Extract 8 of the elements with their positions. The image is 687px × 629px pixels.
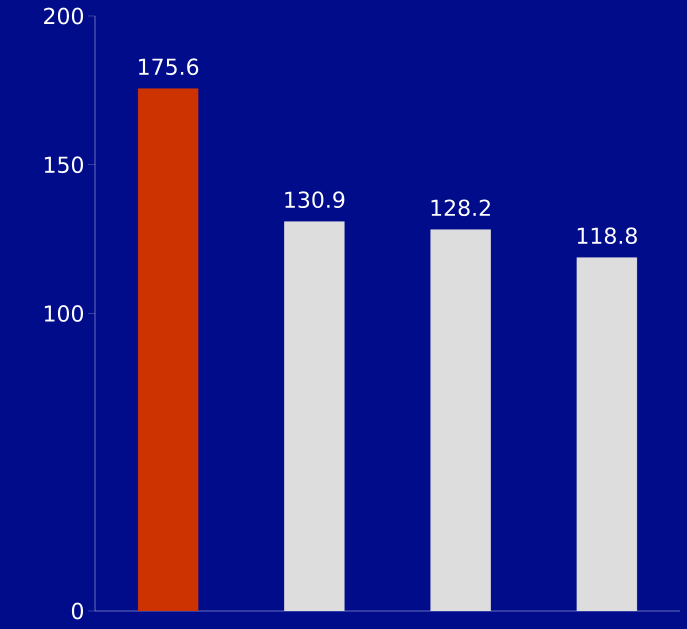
y-tick-label: 0: [72, 602, 84, 620]
data-label: 118.8: [578, 227, 637, 244]
data-label: 175.6: [139, 58, 198, 76]
data-label: 128.2: [432, 199, 490, 216]
data-label: 130.9: [285, 191, 344, 208]
y-tick-label: 100: [44, 305, 84, 322]
y-tick-label: 200: [44, 8, 84, 24]
y-tick-label: 150: [44, 156, 84, 174]
